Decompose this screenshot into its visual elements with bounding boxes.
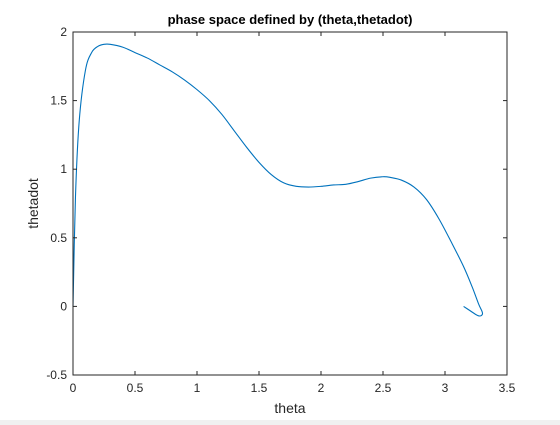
y-tick-label: -0.5 [46,368,67,382]
y-tick-label: 2 [60,25,67,39]
x-tick-label: 0.5 [127,381,144,395]
chart-title: phase space defined by (theta,thetadot) [168,12,413,27]
y-axis-label: thetadot [25,178,41,229]
x-tick-label: 1.5 [251,381,268,395]
x-tick-label: 3 [442,381,449,395]
plot-area [73,32,507,375]
x-tick-label: 3.5 [499,381,516,395]
y-tick-label: 1 [60,162,67,176]
phase-trajectory-line [72,43,484,317]
x-tick-label: 1 [194,381,201,395]
axes-box [72,31,508,376]
x-tick-label: 0 [70,381,77,395]
y-tick-label: 0 [60,299,67,313]
y-tick-label: 0.5 [50,231,67,245]
series-layer [72,43,484,317]
x-tick-label: 2 [318,381,325,395]
y-tick-label: 1.5 [50,94,67,108]
x-axis-label: theta [274,400,305,416]
x-tick-label: 2.5 [375,381,392,395]
